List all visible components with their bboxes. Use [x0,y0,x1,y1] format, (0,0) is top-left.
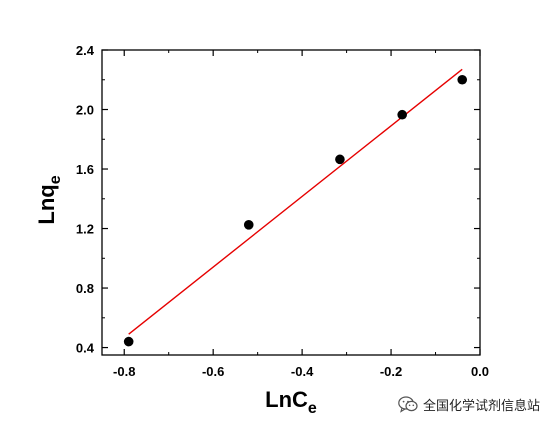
x-tick-label: -0.4 [291,364,314,379]
x-tick-label: 0.0 [471,364,489,379]
data-point [243,220,254,230]
y-tick-label: 2.4 [76,43,95,58]
y-tick-label: 2.0 [76,103,94,118]
y-tick-label: 0.4 [76,341,95,356]
y-axis-title-main: Lnq [34,184,59,224]
plot-frame [101,49,481,356]
data-point [123,336,134,347]
watermark: 全国化学试剂信息站 [398,394,540,414]
x-tick-label: -0.6 [202,364,224,379]
x-tick-label: -0.2 [380,364,402,379]
fit-line [128,68,463,335]
x-axis-title-sub: e [308,400,317,417]
y-tick-label: 1.6 [76,162,94,177]
x-tick-label: -0.8 [113,364,135,379]
watermark-text: 全国化学试剂信息站 [423,398,541,414]
series-layer [123,68,468,347]
y-tick-label: 0.8 [76,281,94,296]
ticks [102,49,481,355]
x-axis-title: LnCe [265,387,317,417]
y-axis-title: Lnqe [34,175,64,224]
data-point [397,109,407,120]
y-axis-title-sub: e [47,175,64,184]
wechat-icon [398,395,418,413]
data-point [457,74,468,85]
data-point [335,154,345,165]
x-axis-title-main: LnC [265,387,308,412]
y-tick-label: 1.2 [76,222,94,237]
tick-labels: -0.8 -0.6 -0.4 -0.2 0.0 0.4 0.8 1.2 1.6 2.0 2.4 [76,43,489,379]
